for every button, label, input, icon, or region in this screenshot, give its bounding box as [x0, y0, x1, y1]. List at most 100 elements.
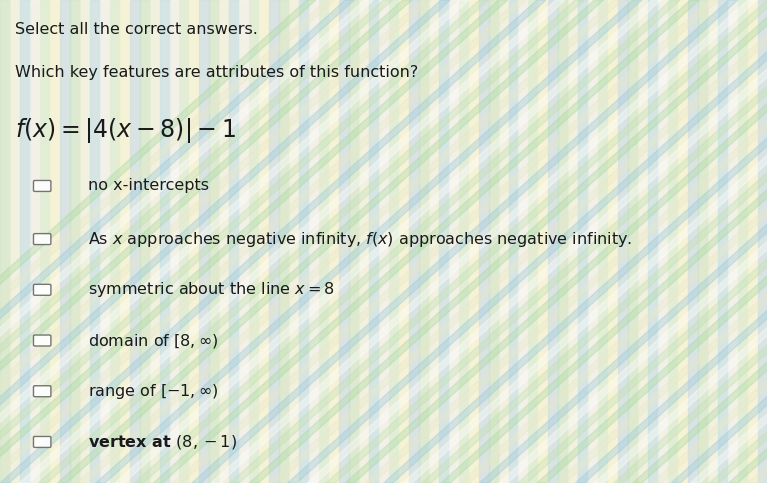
Polygon shape [288, 0, 767, 483]
Polygon shape [211, 0, 757, 483]
Polygon shape [173, 0, 719, 483]
Bar [179, 0, 189, 483]
Bar [100, 0, 110, 483]
Bar [0, 0, 10, 483]
Polygon shape [633, 0, 767, 483]
Polygon shape [479, 0, 767, 483]
Text: $\mathit{f}(\mathit{x})=|4(\mathit{x}-8)|-1$: $\mathit{f}(\mathit{x})=|4(\mathit{x}-8)… [15, 116, 236, 145]
Polygon shape [364, 0, 767, 483]
Bar [718, 0, 728, 483]
Bar [658, 0, 668, 483]
Bar [379, 0, 389, 483]
Bar [528, 0, 538, 483]
FancyBboxPatch shape [34, 284, 51, 295]
Text: symmetric about the line $x = 8$: symmetric about the line $x = 8$ [88, 280, 335, 299]
Polygon shape [115, 0, 661, 483]
FancyBboxPatch shape [34, 234, 51, 244]
Polygon shape [0, 0, 489, 483]
Bar [189, 0, 199, 483]
Polygon shape [345, 0, 767, 483]
Polygon shape [134, 0, 680, 483]
Polygon shape [153, 0, 700, 483]
Bar [60, 0, 70, 483]
Bar [20, 0, 30, 483]
Bar [518, 0, 528, 483]
Text: domain of $[8, \infty)$: domain of $[8, \infty)$ [88, 331, 219, 350]
Bar [40, 0, 50, 483]
Polygon shape [403, 0, 767, 483]
Polygon shape [230, 0, 767, 483]
Bar [50, 0, 60, 483]
Polygon shape [441, 0, 767, 483]
Bar [588, 0, 598, 483]
Bar [728, 0, 738, 483]
Bar [209, 0, 219, 483]
Polygon shape [422, 0, 767, 483]
Bar [279, 0, 289, 483]
Bar [219, 0, 229, 483]
Text: vertex at $(8,-1)$: vertex at $(8,-1)$ [88, 433, 237, 451]
Polygon shape [537, 0, 767, 483]
Polygon shape [58, 0, 604, 483]
Polygon shape [0, 0, 527, 483]
Bar [399, 0, 409, 483]
Bar [409, 0, 419, 483]
Bar [628, 0, 638, 483]
Bar [249, 0, 259, 483]
Polygon shape [19, 0, 565, 483]
Bar [160, 0, 170, 483]
Polygon shape [594, 0, 767, 483]
Bar [668, 0, 678, 483]
Bar [738, 0, 748, 483]
Polygon shape [0, 0, 316, 483]
Polygon shape [709, 0, 767, 483]
FancyBboxPatch shape [34, 437, 51, 447]
Polygon shape [556, 0, 767, 483]
Polygon shape [0, 0, 546, 483]
Bar [389, 0, 399, 483]
Bar [618, 0, 628, 483]
Bar [708, 0, 718, 483]
Bar [419, 0, 429, 483]
Bar [578, 0, 588, 483]
Polygon shape [0, 0, 412, 483]
FancyBboxPatch shape [34, 335, 51, 346]
Bar [90, 0, 100, 483]
Polygon shape [0, 0, 374, 483]
Polygon shape [384, 0, 767, 483]
Polygon shape [0, 0, 393, 483]
Bar [199, 0, 209, 483]
Bar [369, 0, 379, 483]
Text: Which key features are attributes of this function?: Which key features are attributes of thi… [15, 65, 419, 80]
Bar [499, 0, 509, 483]
Polygon shape [0, 0, 431, 483]
Polygon shape [326, 0, 767, 483]
Bar [608, 0, 618, 483]
Bar [758, 0, 767, 483]
Text: range of $[-1, \infty)$: range of $[-1, \infty)$ [88, 382, 219, 401]
FancyBboxPatch shape [34, 181, 51, 191]
Bar [269, 0, 279, 483]
Bar [10, 0, 20, 483]
Polygon shape [460, 0, 767, 483]
Polygon shape [96, 0, 642, 483]
Bar [30, 0, 40, 483]
Text: no x-intercepts: no x-intercepts [88, 178, 209, 194]
Polygon shape [0, 0, 335, 483]
Bar [538, 0, 548, 483]
Bar [479, 0, 489, 483]
Polygon shape [518, 0, 767, 483]
Polygon shape [0, 0, 508, 483]
Polygon shape [652, 0, 767, 483]
Bar [239, 0, 249, 483]
Bar [80, 0, 90, 483]
Bar [289, 0, 299, 483]
Bar [130, 0, 140, 483]
Bar [70, 0, 80, 483]
Polygon shape [0, 0, 469, 483]
Bar [688, 0, 698, 483]
Bar [170, 0, 179, 483]
Bar [339, 0, 349, 483]
Bar [110, 0, 120, 483]
Bar [698, 0, 708, 483]
